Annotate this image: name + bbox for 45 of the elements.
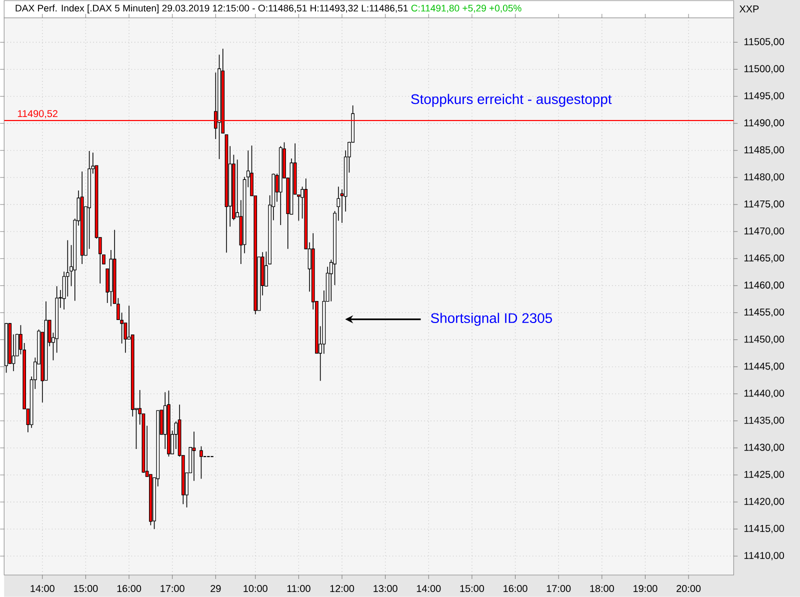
candlestick <box>62 271 66 310</box>
y-tick-label: 11410,00 <box>744 552 784 560</box>
x-tick-label: 15:00 <box>460 585 484 592</box>
y-tick-label: 11475,00 <box>744 200 784 209</box>
x-tick-label: 19:00 <box>634 585 658 592</box>
x-tick-label: 17:00 <box>160 585 184 592</box>
x-tick-label: 15:00 <box>74 585 98 592</box>
y-tick-label: 11445,00 <box>744 362 784 371</box>
y-tick-label: 11425,00 <box>744 470 784 480</box>
x-tick-label: 29 <box>210 585 221 592</box>
y-tick-label: 11485,00 <box>744 146 784 155</box>
x-tick-label: 16:00 <box>504 585 528 592</box>
x-tick-label: 20:00 <box>676 585 701 592</box>
y-tick-label: 11505,00 <box>744 38 784 46</box>
ref-line-label: 11490,52 <box>18 110 58 118</box>
y-tick-label: 11480,00 <box>744 173 784 182</box>
x-tick-label: 10:00 <box>244 585 268 592</box>
y-tick-label: 11460,00 <box>744 282 784 290</box>
x-tick-label: 17:00 <box>546 585 571 592</box>
x-tick-label: 14:00 <box>416 585 441 592</box>
y-tick-label: 11490,00 <box>744 119 784 128</box>
x-tick-label: 12:00 <box>330 585 354 592</box>
annotation: Shortsignal ID 2305 <box>430 312 552 326</box>
y-tick-label: 11470,00 <box>744 227 784 236</box>
y-tick-label: 11420,00 <box>744 498 784 506</box>
x-tick-label: 13:00 <box>374 585 398 592</box>
chart-subtitle: C:11491,80 +5,29 +0,05% <box>411 4 522 13</box>
candlestick <box>200 446 203 480</box>
y-tick-label: 11435,00 <box>744 416 784 426</box>
candlestick <box>192 431 196 482</box>
chart-title: DAX Perf. Index [.DAX 5 Minuten] 29.03.2019 12:15:00 - O:11486,51 H:11493,32 L:11486,51 <box>16 4 408 14</box>
y-tick-label: 11440,00 <box>744 390 784 398</box>
y-tick-label: 11415,00 <box>744 524 784 534</box>
y-tick-label: 11495,00 <box>744 92 784 100</box>
y-tick-label: 11465,00 <box>744 254 784 263</box>
y-tick-label: 11450,00 <box>744 336 784 344</box>
x-tick-label: 11:00 <box>287 585 310 592</box>
x-tick-label: 14:00 <box>30 585 54 592</box>
y-tick-label: 11455,00 <box>744 308 784 317</box>
annotation: Stoppkurs erreicht - ausgestoppt <box>411 94 612 107</box>
y-tick-label: 11500,00 <box>744 65 784 74</box>
x-tick-label: 16:00 <box>117 585 142 592</box>
x-tick-label: 18:00 <box>590 585 614 592</box>
text: XXP <box>739 6 759 12</box>
y-tick-label: 11430,00 <box>744 444 784 452</box>
